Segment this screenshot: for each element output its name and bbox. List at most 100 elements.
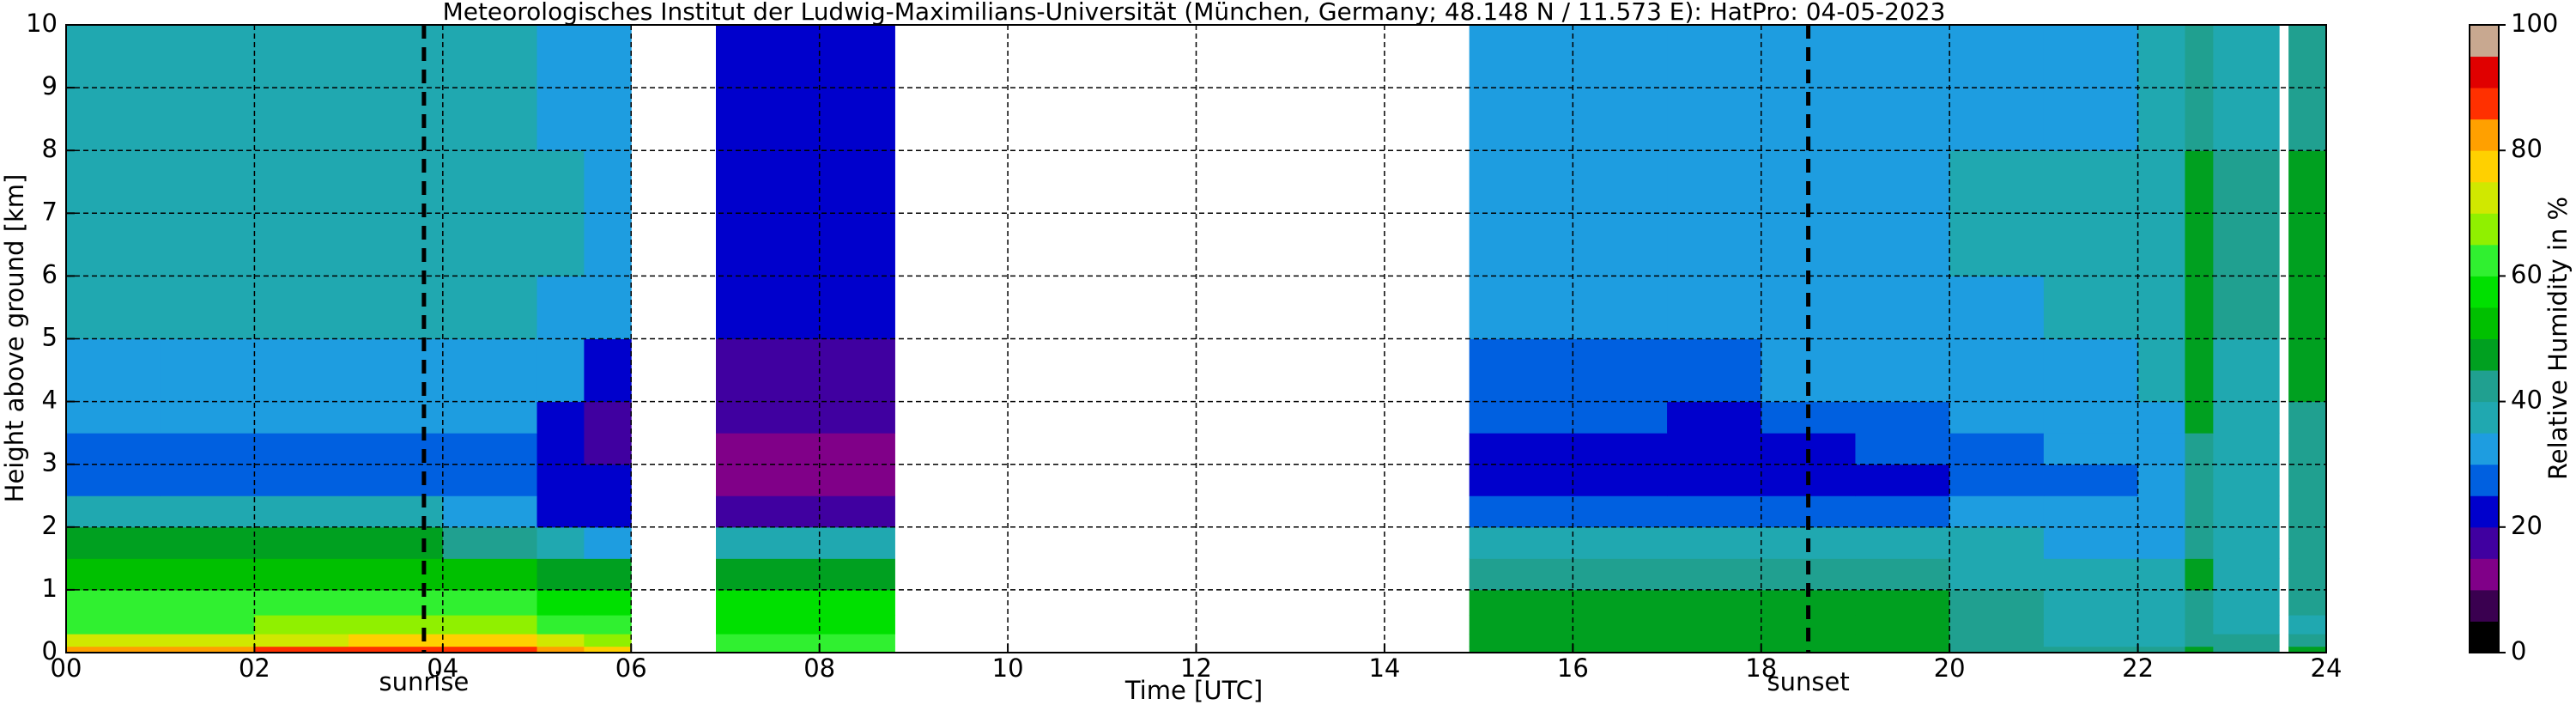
heatmap-cell [1573,558,1668,591]
heatmap-cell [2185,276,2214,339]
heatmap-cell [584,526,632,559]
colorbar-band [2470,276,2499,308]
heatmap-cell [1949,526,2045,559]
heatmap-cell [254,433,349,465]
heatmap-cell [1573,464,1668,496]
heatmap-cell [584,589,632,616]
heatmap-cell [2213,615,2280,635]
x-tick-label: 04 [427,653,458,683]
heatmap-cell [2043,646,2139,653]
heatmap-cell [1761,276,1856,339]
heatmap-cell [1667,433,1762,465]
heatmap-cell [160,526,255,559]
heatmap-cell [349,526,444,559]
heatmap-cell [715,495,811,528]
heatmap-cell [1855,495,1950,528]
heatmap-cell [2213,634,2280,647]
colorbar-frame [2469,24,2500,653]
colorbar-band [2470,244,2499,276]
heatmap-cell [1573,495,1668,528]
heatmap-cell [160,646,255,653]
colorbar-band [2470,401,2499,434]
x-tick-label: 02 [239,653,270,683]
heatmap-cell [715,276,811,339]
heatmap-cell [349,401,444,434]
heatmap-cell [1949,464,2045,496]
y-tick-label: 9 [42,71,58,100]
colorbar-band [2470,370,2499,403]
heatmap-cell [715,558,811,591]
heatmap-cell [254,646,349,653]
heatmap-cell [1949,646,2045,653]
heatmap-cell [2288,433,2327,465]
heatmap-cell [1855,338,1950,403]
heatmap-cell [349,646,444,653]
heatmap-cell [2185,495,2214,528]
heatmap-cell [1573,401,1668,434]
x-tick-label: 18 [1745,653,1777,683]
heatmap-cell [2137,589,2185,616]
heatmap-cell [1573,634,1668,647]
heatmap-cell [254,634,349,647]
heatmap-cell [2185,464,2214,496]
heatmap-cell [809,634,895,647]
heatmap-cell [1469,276,1573,339]
heatmap-cell [160,589,255,616]
colorbar-band [2470,307,2499,339]
heatmap-cell [442,634,538,647]
heatmap-cell [2213,495,2280,528]
heatmap-cell [442,589,538,616]
heatmap-cell [442,464,538,496]
heatmap-cell [2185,589,2214,616]
heatmap-cell [1949,558,2045,591]
heatmap-cell [254,401,349,434]
x-tick-label: 00 [51,653,82,683]
heatmap-cell [2213,646,2280,653]
heatmap-cell [66,558,161,591]
heatmap-cell [2213,433,2280,465]
heatmap-cell [66,401,161,434]
heatmap-cell [2213,526,2280,559]
heatmap-cell [2185,433,2214,465]
heatmap-cell [254,338,349,403]
colorbar-band [2470,621,2499,653]
colorbar-band [2470,118,2499,151]
heatmap-cell [1855,615,1950,635]
heatmap-cell [442,646,538,653]
colorbar-band [2470,589,2499,622]
heatmap-cell [2185,526,2214,559]
heatmap-cell [536,276,585,339]
heatmap-cell [349,589,444,616]
y-tick-label: 4 [42,386,58,415]
x-tick-label: 08 [803,653,835,683]
colorbar-band [2470,213,2499,246]
heatmap-cell [160,401,255,434]
heatmap-cell [349,615,444,635]
heatmap-cell [2288,558,2327,591]
heatmap-cell [1949,433,2045,465]
y-tick-label: 1 [42,574,58,603]
heatmap-cell [2213,558,2280,591]
heatmap-cell [536,526,585,559]
heatmap-cell [584,464,632,496]
heatmap-cell [536,401,585,434]
x-tick-label: 20 [1934,653,1966,683]
heatmap-cell [584,615,632,635]
heatmap-cell [715,464,811,496]
heatmap-cell [2213,276,2280,339]
chart-title: Meteorologisches Institut der Ludwig-Max… [443,0,1946,26]
heatmap-cell [2213,338,2280,403]
heatmap-cell [160,276,255,339]
heatmap-cell [2043,276,2139,339]
colorbar-band [2470,181,2499,214]
heatmap-cell [66,338,161,403]
heatmap-cell [1573,338,1668,403]
heatmap-cell [1469,401,1573,434]
heatmap-cell [715,646,811,653]
heatmap-cell [442,615,538,635]
heatmap-cell [1469,464,1573,496]
heatmap-cell [715,433,811,465]
heatmap-cell [584,495,632,528]
heatmap-cell [584,338,632,403]
